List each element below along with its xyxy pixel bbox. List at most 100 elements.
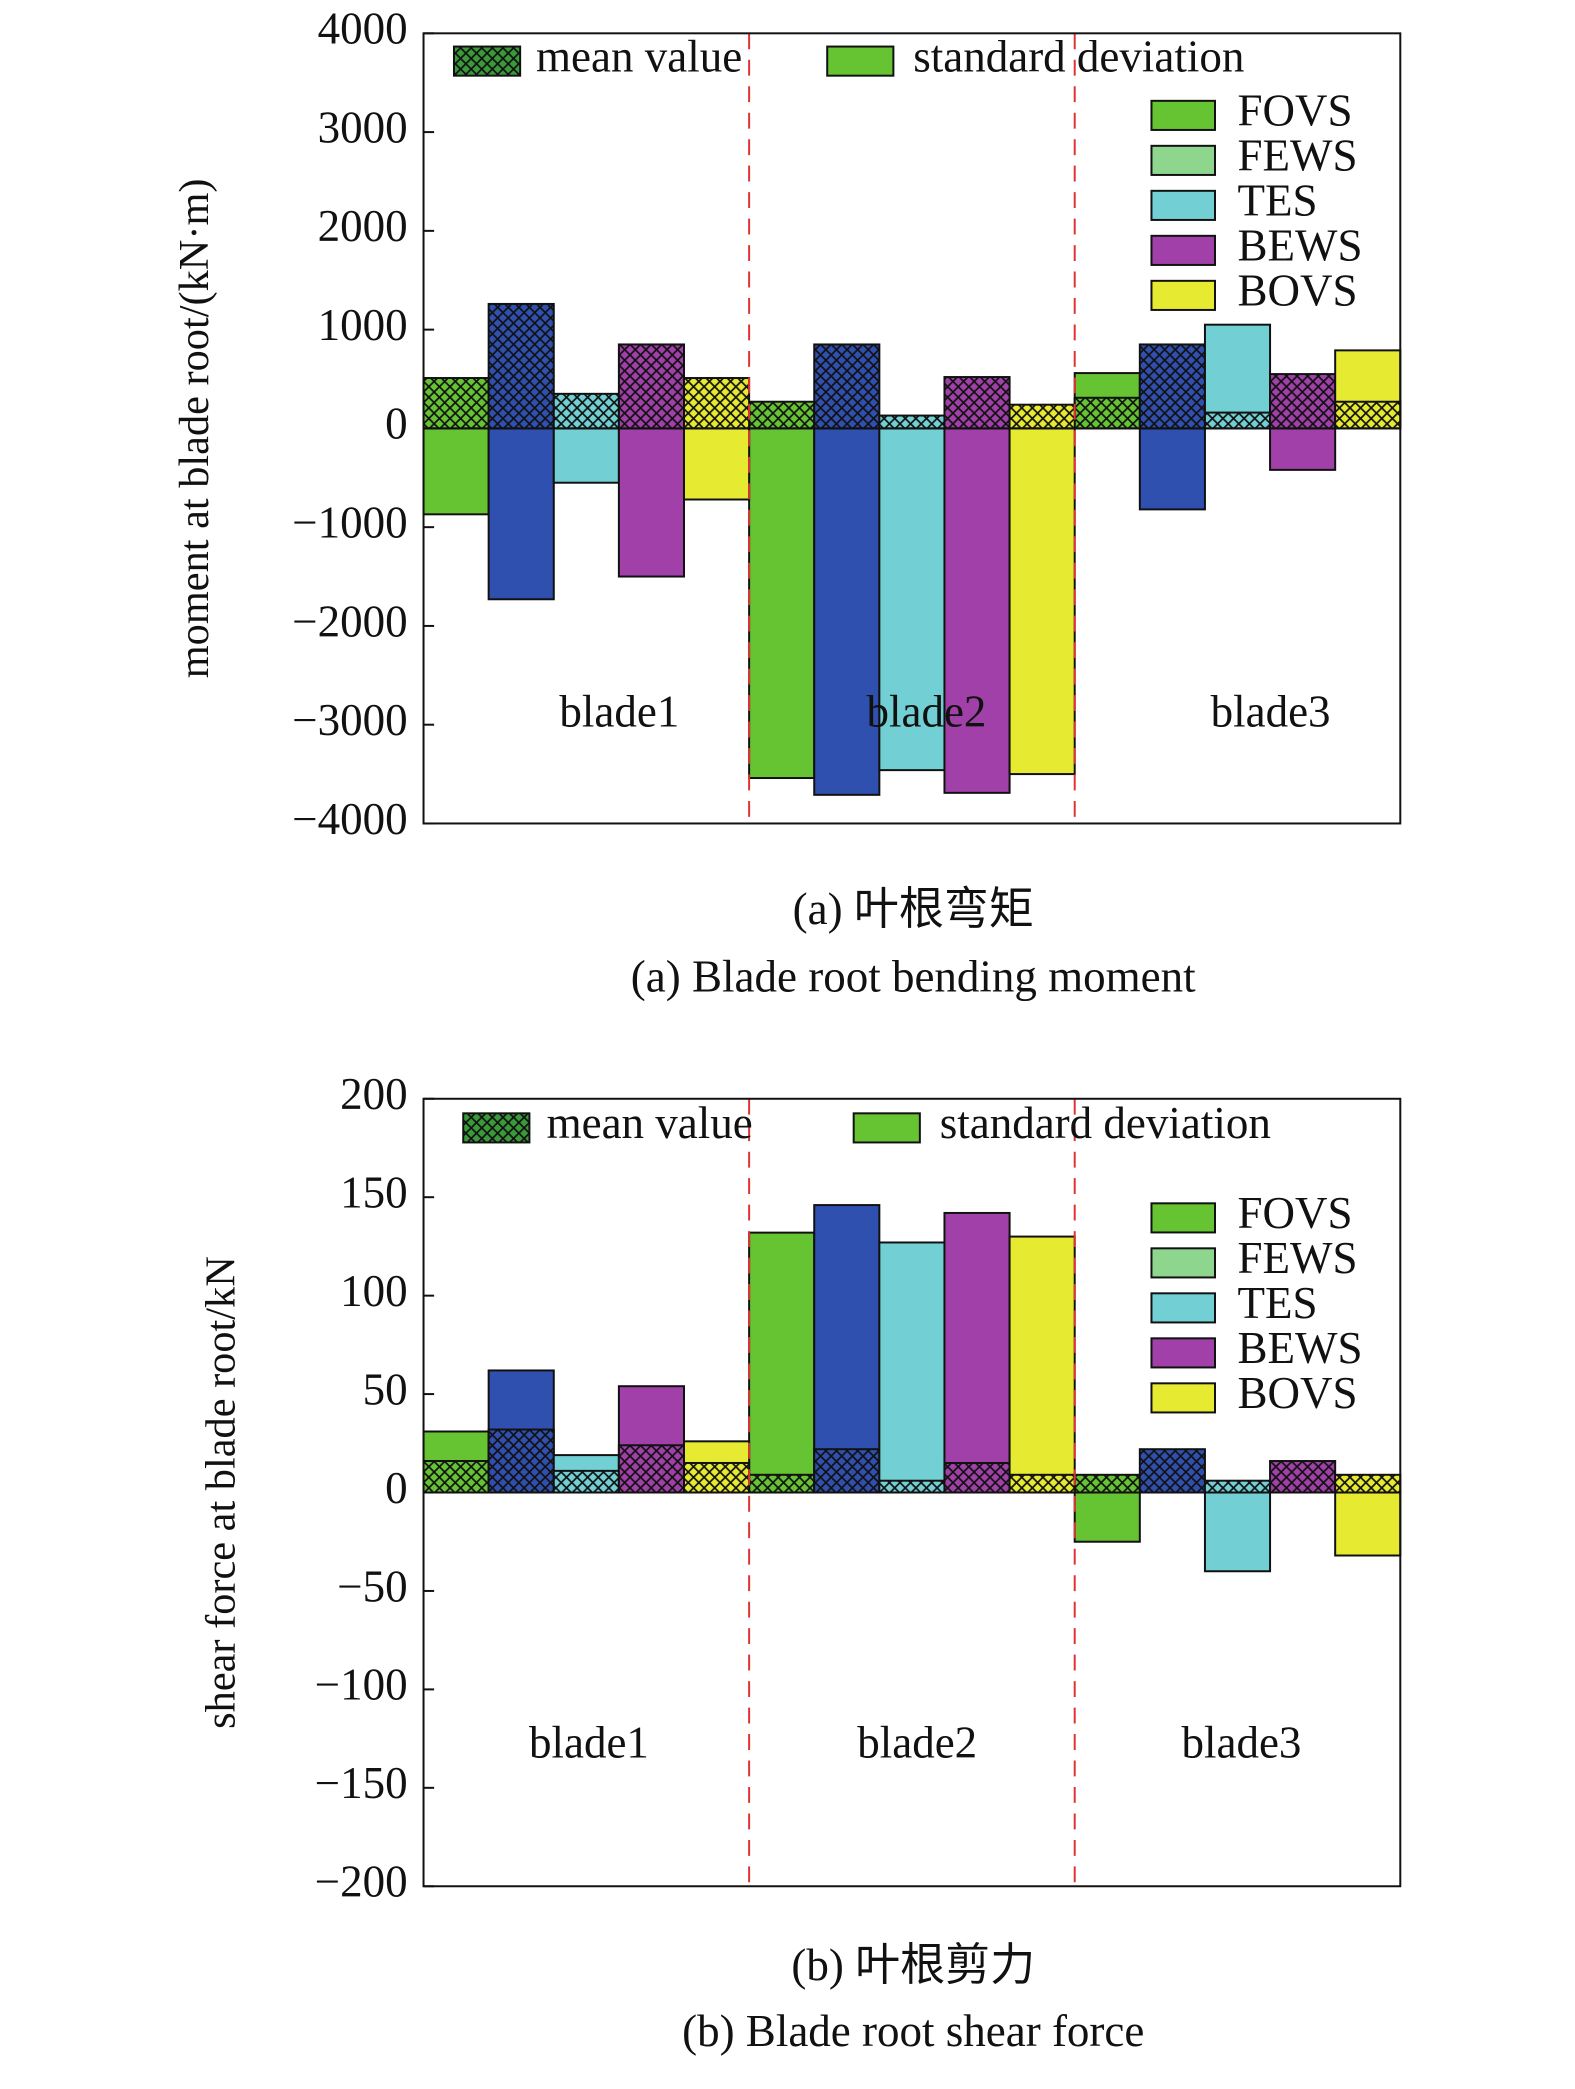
mean-bar: [748, 1473, 816, 1494]
legend-swatch: [1150, 1292, 1216, 1324]
legend-label: FEWS: [1238, 1233, 1358, 1283]
legend-swatch: [1150, 144, 1216, 176]
legend-swatch: [1150, 1382, 1216, 1414]
mean-bar: [422, 1460, 490, 1494]
mean-bar: [422, 377, 490, 430]
y-tick-label: 50: [363, 1364, 408, 1414]
std-bar: [683, 427, 751, 501]
legend-label: FEWS: [1238, 131, 1358, 181]
legend-swatch: [452, 45, 522, 77]
mean-bar: [878, 414, 946, 430]
legend-swatch: [1150, 99, 1216, 131]
mean-bar: [552, 392, 620, 430]
y-tick-label: 4000: [318, 4, 408, 54]
mean-bar: [943, 376, 1011, 430]
caption-cn: (b) 叶根剪力: [791, 1940, 1035, 1990]
legend-label: FOVS: [1238, 1188, 1353, 1238]
mean-bar: [878, 1479, 946, 1494]
y-tick-label: 2000: [318, 201, 408, 251]
legend-swatch: [1150, 234, 1216, 266]
y-tick-label: 3000: [318, 102, 408, 152]
mean-bar: [1073, 1473, 1141, 1494]
y-axis-label: moment at blade root/(kN·m): [171, 179, 218, 679]
mean-bar: [617, 343, 685, 430]
mean-bar: [1269, 373, 1337, 430]
mean-bar: [683, 1461, 751, 1494]
legend-label: BEWS: [1238, 1323, 1363, 1373]
legend-swatch: [852, 1112, 921, 1144]
std-bar: [487, 427, 555, 601]
legend-label: BOVS: [1238, 1368, 1358, 1418]
legend-swatch: [1150, 1337, 1216, 1369]
y-tick-label: −2000: [292, 596, 407, 646]
legend-swatch: [826, 45, 895, 77]
legend-swatch: [1150, 189, 1216, 221]
caption-en: (b) Blade root shear force: [682, 2006, 1144, 2056]
std-bar: [943, 1211, 1011, 1494]
y-tick-label: −50: [337, 1561, 407, 1611]
std-bar: [878, 1241, 946, 1494]
group-label: blade1: [529, 1718, 649, 1768]
group-label: blade2: [866, 687, 986, 737]
legend-label: TES: [1238, 1278, 1318, 1328]
legend-label: TES: [1238, 176, 1318, 226]
mean-bar: [552, 1469, 620, 1494]
std-bar: [748, 427, 816, 780]
legend-swatch: [1150, 1202, 1216, 1234]
group-label: blade2: [857, 1718, 977, 1768]
group-label: blade1: [559, 687, 679, 737]
legend-label: BEWS: [1238, 221, 1363, 271]
mean-bar: [487, 1428, 555, 1494]
mean-bar: [1203, 411, 1272, 430]
y-axis-label: shear force at blade root/kN: [198, 1256, 245, 1729]
legend-label: standard deviation: [940, 1098, 1271, 1148]
std-bar: [617, 427, 685, 578]
std-bar: [1269, 427, 1337, 471]
mean-bar: [943, 1461, 1011, 1494]
legend-swatch: [1150, 1247, 1216, 1279]
caption-en: (a) Blade root bending moment: [631, 951, 1196, 1001]
group-label: blade3: [1211, 687, 1331, 737]
std-bar: [422, 427, 490, 516]
std-bar: [1008, 1235, 1076, 1494]
mean-bar: [813, 1448, 881, 1494]
std-bar: [813, 427, 881, 796]
mean-bar: [1008, 1473, 1076, 1494]
legend-label: FOVS: [1238, 86, 1353, 136]
std-bar: [1138, 427, 1206, 511]
y-tick-label: −100: [315, 1660, 408, 1710]
mean-bar: [487, 302, 555, 430]
mean-bar: [1073, 396, 1141, 430]
std-bar: [1073, 1491, 1141, 1543]
y-tick-label: 0: [385, 1463, 408, 1513]
legend-label: BOVS: [1238, 266, 1358, 316]
mean-bar: [1138, 343, 1206, 430]
legend-swatch: [1150, 279, 1216, 311]
std-bar: [878, 427, 946, 772]
y-tick-label: 1000: [318, 300, 408, 350]
y-tick-label: 200: [340, 1069, 408, 1119]
std-bar: [1334, 1491, 1402, 1557]
mean-bar: [1008, 403, 1076, 430]
mean-bar: [813, 343, 881, 430]
legend-swatch: [462, 1112, 531, 1144]
y-tick-label: −3000: [292, 695, 407, 745]
legend-label: mean value: [536, 31, 742, 81]
y-tick-label: −200: [315, 1857, 408, 1907]
y-tick-label: 100: [340, 1266, 408, 1316]
mean-bar: [1334, 400, 1402, 430]
mean-bar: [1334, 1473, 1402, 1494]
std-bar: [1008, 427, 1076, 776]
mean-bar: [617, 1444, 685, 1494]
y-tick-label: 150: [340, 1168, 408, 1218]
mean-bar: [748, 400, 816, 430]
y-tick-label: −150: [315, 1758, 408, 1808]
y-tick-label: −1000: [292, 497, 407, 547]
legend-label: standard deviation: [913, 31, 1244, 81]
caption-cn: (a) 叶根弯矩: [793, 884, 1034, 934]
std-bar: [943, 427, 1011, 794]
mean-bar: [1203, 1479, 1272, 1494]
std-bar: [748, 1231, 816, 1494]
